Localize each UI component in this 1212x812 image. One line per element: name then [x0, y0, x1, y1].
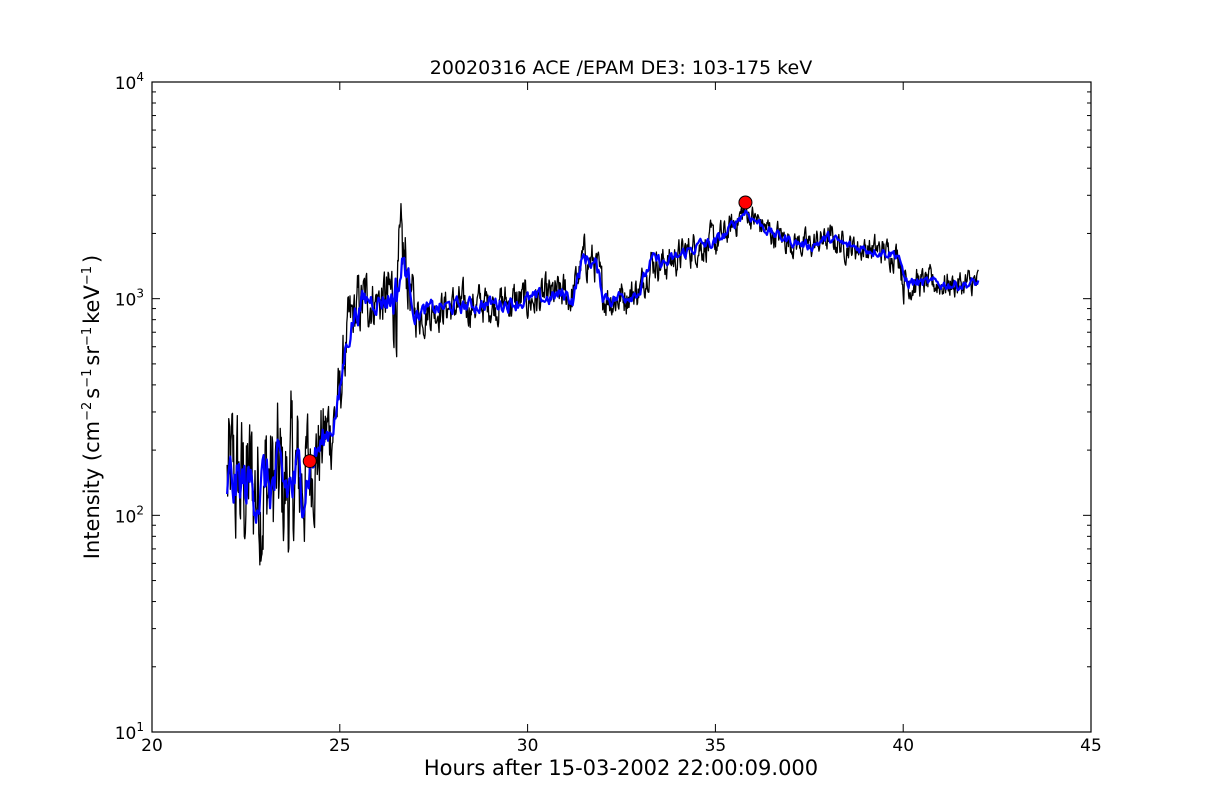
x-tick-label: 25 — [329, 736, 351, 756]
onset-marker — [302, 454, 317, 469]
raw-intensity-series — [226, 202, 979, 566]
y-tick-label: 104 — [115, 70, 144, 94]
x-tick-label: 30 — [517, 736, 539, 756]
y-tick-labels: 101 102 103 104 — [115, 70, 144, 744]
x-tick-labels: 20 25 30 35 40 45 — [141, 736, 1102, 756]
x-tick-label: 40 — [892, 736, 914, 756]
series-layer — [226, 202, 980, 566]
marker-layer — [302, 195, 753, 469]
x-tick-label: 20 — [141, 736, 163, 756]
y-axis-label: Intensity (cm−2s−1sr−1keV−1) — [80, 255, 104, 559]
x-axis-label: Hours after 15-03-2002 22:00:09.000 — [424, 756, 818, 780]
y-tick-label: 103 — [115, 287, 144, 311]
peak-marker — [738, 195, 753, 210]
smoothed-intensity-series — [226, 209, 980, 524]
y-tick-label: 102 — [115, 503, 144, 527]
x-tick-label: 45 — [1080, 736, 1102, 756]
plot-frame — [151, 81, 1092, 733]
x-tick-label: 35 — [705, 736, 727, 756]
y-tick-label: 101 — [115, 720, 144, 744]
chart-title: 20020316 ACE /EPAM DE3: 103-175 keV — [430, 57, 812, 79]
tick-layer — [151, 81, 1092, 733]
